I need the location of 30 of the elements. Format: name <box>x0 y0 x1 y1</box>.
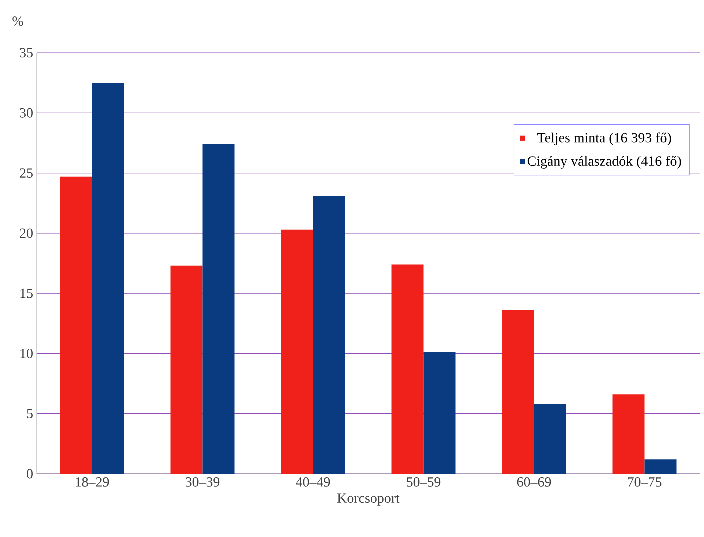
bar <box>644 460 677 474</box>
bar <box>202 144 235 474</box>
y-tick-label: 25 <box>20 168 33 178</box>
x-axis-title: Korcsoport <box>338 494 400 506</box>
y-tick-label: 20 <box>20 228 33 238</box>
bar <box>92 83 124 474</box>
y-tick-label: 0 <box>27 469 33 479</box>
y-tick-label: 10 <box>20 349 33 358</box>
x-tick-label: 70–75 <box>628 478 662 487</box>
x-tick-label: 50–59 <box>407 478 441 487</box>
bar <box>534 404 566 474</box>
bar <box>502 310 534 474</box>
y-tick-label: 30 <box>20 108 33 118</box>
legend-label: Cigány válaszadók (416 fő) <box>528 156 682 169</box>
y-tick-label: 35 <box>20 48 33 58</box>
x-tick-label: 40–49 <box>296 478 330 487</box>
y-axis-title: % <box>12 16 24 26</box>
x-tick-label: 30–39 <box>186 478 220 487</box>
bar <box>170 266 203 474</box>
bar <box>424 352 456 474</box>
bar <box>313 196 346 474</box>
x-tick-label: 18–29 <box>76 478 110 487</box>
legend-label: Teljes minta (16 393 fő) <box>538 132 672 146</box>
bar <box>612 394 645 474</box>
x-tick-label: 60–69 <box>517 478 552 487</box>
y-tick-label: 15 <box>20 288 33 298</box>
bar <box>60 176 92 474</box>
y-tick-label: 5 <box>27 409 33 418</box>
bar <box>281 230 314 474</box>
bar <box>392 264 424 474</box>
